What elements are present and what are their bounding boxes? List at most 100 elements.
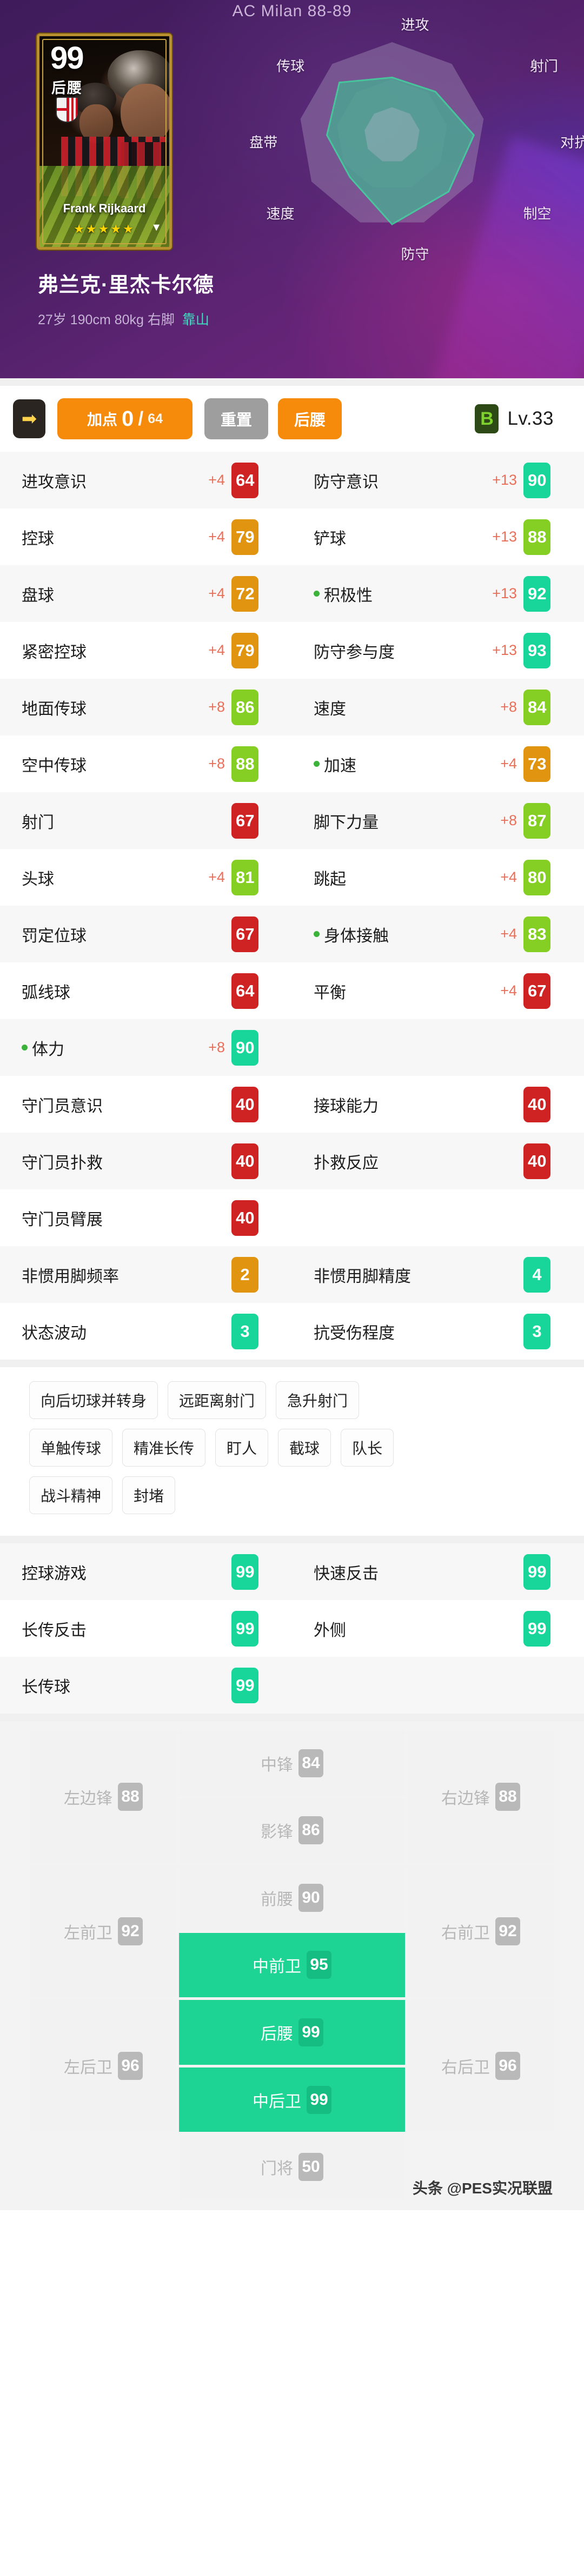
stat-cell-right[interactable]: 积极性 +13 92 (292, 565, 584, 622)
skill-chip[interactable]: 截球 (278, 1429, 331, 1467)
playstyle-cell-left[interactable]: 长传球 99 (0, 1657, 292, 1714)
skills-row: 单触传球 精准长传 盯人 截球 队长 (29, 1429, 584, 1467)
position-right-mid[interactable]: 右前卫 92 (408, 1865, 554, 1998)
stat-cell-right[interactable]: 脚下力量 +8 87 (292, 792, 584, 849)
stat-cell-left[interactable]: 非惯用脚频率 2 (0, 1246, 292, 1303)
stat-cell-left[interactable]: 状态波动 3 (0, 1303, 292, 1360)
playstyle-cell-left[interactable]: 控球游戏 99 (0, 1543, 292, 1600)
stat-cell-right[interactable]: 非惯用脚精度 4 (292, 1246, 584, 1303)
stat-cell-left[interactable]: 头球 +4 81 (0, 849, 292, 906)
stat-cell-right[interactable]: 接球能力 40 (292, 1076, 584, 1133)
stat-cell-right[interactable]: 跳起 +4 80 (292, 849, 584, 906)
stat-value-badge: 40 (523, 1086, 551, 1122)
boost-dot-icon (22, 1045, 28, 1051)
radar-axis-label: 传球 (276, 58, 305, 75)
stat-bonus: +4 (500, 926, 517, 942)
position-centre-back[interactable]: 中后卫 99 (179, 2067, 405, 2132)
skills-list: 向后切球并转身 远距离射门 急升射门 单触传球 精准长传 盯人 截球 队长 战斗精神 封堵 (0, 1367, 584, 1536)
position-goalkeeper[interactable]: 门将 50 (179, 2135, 405, 2199)
stat-row: 状态波动 3 抗受伤程度 3 (0, 1303, 584, 1360)
position-left-wing[interactable]: 左边锋 88 (30, 1731, 176, 1863)
stat-cell-left[interactable]: 守门员臂展 40 (0, 1189, 292, 1246)
stat-bonus: +4 (208, 869, 225, 885)
radar-axis-label: 进攻 (401, 17, 429, 33)
skill-chip[interactable]: 队长 (341, 1429, 394, 1467)
stat-cell-left[interactable]: 盘球 +4 72 (0, 565, 292, 622)
skill-chip[interactable]: 单触传球 (29, 1429, 113, 1467)
stat-cell-left[interactable]: 空中传球 +8 88 (0, 735, 292, 792)
position-label: 右边锋 (441, 1790, 490, 1808)
playstyle-cell-right[interactable]: 快速反击 99 (292, 1543, 584, 1600)
stat-bonus: +8 (208, 755, 225, 772)
skill-chip[interactable]: 封堵 (122, 1476, 176, 1514)
stat-bonus: +13 (492, 528, 517, 545)
playstyle-label: 快速反击 (314, 1564, 379, 1583)
stat-cell-right[interactable]: 加速 +4 73 (292, 735, 584, 792)
position-striker[interactable]: 中锋 84 (179, 1731, 405, 1796)
skill-chip[interactable]: 远距离射门 (168, 1381, 267, 1419)
stat-cell-left[interactable]: 紧密控球 +4 79 (0, 622, 292, 679)
role-button[interactable]: 后腰 (278, 398, 342, 439)
skill-chip[interactable]: 盯人 (215, 1429, 269, 1467)
stat-cell-right[interactable]: 扑救反应 40 (292, 1133, 584, 1189)
card-position: 后腰 (51, 80, 83, 96)
add-points-label: 加点 (87, 411, 117, 428)
stat-cell-left[interactable]: 进攻意识 +4 64 (0, 452, 292, 508)
player-meta: 27岁 190cm 80kg 右脚 靠山 (38, 309, 209, 329)
stat-cell-right[interactable]: 身体接触 +4 83 (292, 906, 584, 962)
position-label: 影锋 (261, 1823, 293, 1842)
section-divider-2 (0, 1360, 584, 1367)
stat-cell-left[interactable]: 体力 +8 90 (0, 1019, 292, 1076)
position-left-mid[interactable]: 左前卫 92 (30, 1865, 176, 1998)
position-def-mid[interactable]: 后腰 99 (179, 2000, 405, 2065)
section-divider-4 (0, 1714, 584, 1721)
stat-label: 地面传球 (22, 700, 87, 718)
boost-dot-icon (314, 931, 320, 937)
stat-cell-left[interactable]: 弧线球 64 (0, 962, 292, 1019)
stat-cell-right[interactable]: 防守意识 +13 90 (292, 452, 584, 508)
position-att-mid[interactable]: 前腰 90 (179, 1865, 405, 1930)
stat-row: 弧线球 64 平衡 +4 67 (0, 962, 584, 1019)
position-right-wing[interactable]: 右边锋 88 (408, 1731, 554, 1863)
stat-cell-left[interactable]: 地面传球 +8 86 (0, 679, 292, 735)
stat-cell-right[interactable]: 速度 +8 84 (292, 679, 584, 735)
stat-cell-left[interactable]: 控球 +4 79 (0, 508, 292, 565)
player-card[interactable]: 99 后腰 Frank Rijkaard ★★★★★ ▼ (37, 34, 172, 250)
skill-chip[interactable]: 向后切球并转身 (29, 1381, 158, 1419)
ac-milan-badge-icon (56, 97, 78, 123)
watermark: 头条 @PES实况联盟 (412, 2180, 553, 2197)
stat-value-badge: 67 (231, 916, 259, 952)
stat-cell-right[interactable]: 防守参与度 +13 93 (292, 622, 584, 679)
section-divider-3 (0, 1536, 584, 1543)
points-current: 0 (121, 406, 134, 431)
position-label: 中锋 (261, 1756, 293, 1774)
stat-cell-left[interactable]: 射门 67 (0, 792, 292, 849)
position-left-back[interactable]: 左后卫 96 (30, 2000, 176, 2132)
stat-cell-right[interactable]: 抗受伤程度 3 (292, 1303, 584, 1360)
stat-row: 非惯用脚频率 2 非惯用脚精度 4 (0, 1246, 584, 1303)
skill-chip[interactable]: 战斗精神 (29, 1476, 113, 1514)
stat-row: 守门员臂展 40 (0, 1189, 584, 1246)
stat-cell-left[interactable]: 守门员扑救 40 (0, 1133, 292, 1189)
position-centre-mid[interactable]: 中前卫 95 (179, 1932, 405, 1998)
position-label: 左前卫 (64, 1924, 112, 1943)
skill-chip[interactable]: 急升射门 (276, 1381, 360, 1419)
playstyle-label: 长传球 (22, 1678, 70, 1696)
stat-cell-right[interactable]: 铲球 +13 88 (292, 508, 584, 565)
position-second-striker[interactable]: 影锋 86 (179, 1798, 405, 1863)
playstyle-cell-left[interactable]: 长传反击 99 (0, 1600, 292, 1657)
skills-row: 向后切球并转身 远距离射门 急升射门 (29, 1381, 584, 1419)
stat-cell-left[interactable]: 罚定位球 67 (0, 906, 292, 962)
skill-chip[interactable]: 精准长传 (122, 1429, 206, 1467)
stat-row: 守门员意识 40 接球能力 40 (0, 1076, 584, 1133)
add-points-button[interactable]: 加点 0 / 64 (57, 398, 193, 439)
stat-cell-right[interactable]: 平衡 +4 67 (292, 962, 584, 1019)
playstyle-cell-right[interactable]: 外侧 99 (292, 1600, 584, 1657)
stat-cell-left[interactable]: 守门员意识 40 (0, 1076, 292, 1133)
stat-value-badge: 79 (231, 632, 259, 668)
stat-label: 防守参与度 (314, 643, 395, 661)
stat-label: 紧密控球 (22, 643, 87, 661)
arrow-right-icon[interactable]: ➡ (13, 399, 45, 438)
position-right-back[interactable]: 右后卫 96 (408, 2000, 554, 2132)
reset-button[interactable]: 重置 (204, 398, 268, 439)
